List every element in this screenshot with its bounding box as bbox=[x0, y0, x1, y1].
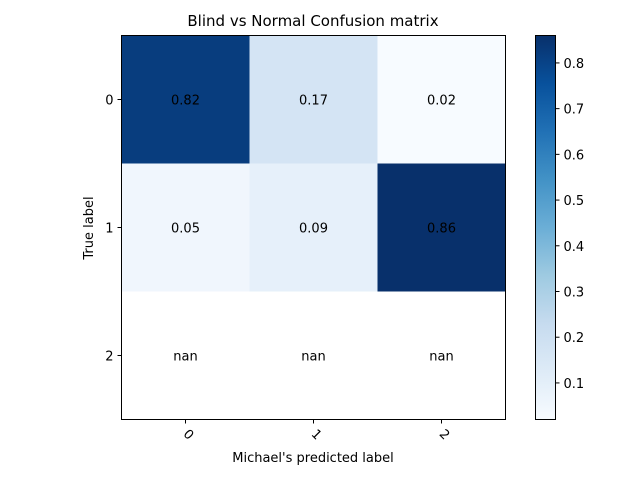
colorbar-tick-label: 0.6 bbox=[564, 148, 585, 163]
colorbar-ticks: 0.1 0.2 0.3 0.4 0.5 0.6 0.7 0.8 bbox=[555, 57, 585, 392]
cell-value-label: nan bbox=[173, 350, 197, 365]
cell-value-label: 0.82 bbox=[171, 94, 200, 109]
cell-value-label: nan bbox=[429, 350, 453, 365]
heatmap-cells bbox=[121, 35, 506, 420]
x-tick-label: 1 bbox=[308, 427, 324, 443]
y-tick-label: 1 bbox=[105, 222, 113, 237]
colorbar-tick-label: 0.1 bbox=[564, 377, 585, 392]
cell-value-label: nan bbox=[301, 350, 325, 365]
y-tick-label: 0 bbox=[105, 94, 113, 109]
colorbar-tick-label: 0.8 bbox=[564, 57, 585, 72]
cell-value-label: 0.86 bbox=[427, 222, 456, 237]
heatmap-cell bbox=[121, 291, 250, 420]
cell-value-label: 0.09 bbox=[299, 222, 328, 237]
cell-value-label: 0.17 bbox=[299, 94, 328, 109]
heatmap-cell bbox=[249, 163, 378, 292]
y-tick-label: 2 bbox=[105, 350, 113, 365]
y-axis-label: True label bbox=[82, 196, 97, 260]
heatmap-cell bbox=[249, 35, 378, 164]
colorbar-tick-label: 0.5 bbox=[564, 194, 585, 209]
x-tick-label: 0 bbox=[180, 427, 196, 443]
chart-title: Blind vs Normal Confusion matrix bbox=[187, 12, 438, 30]
cell-value-label: 0.05 bbox=[171, 222, 200, 237]
colorbar-tick-label: 0.2 bbox=[564, 331, 585, 346]
colorbar-tick-label: 0.7 bbox=[564, 103, 585, 118]
heatmap-cell bbox=[121, 35, 250, 164]
heatmap-cell bbox=[377, 163, 506, 292]
heatmap-cell-labels: 0.82 0.17 0.02 0.05 0.09 0.86 nan nan nan bbox=[171, 94, 456, 365]
heatmap-cell bbox=[377, 35, 506, 164]
x-axis-ticks: 0 1 2 bbox=[180, 419, 452, 443]
y-axis-ticks: 0 1 2 bbox=[105, 94, 122, 365]
cell-value-label: 0.02 bbox=[427, 94, 456, 109]
colorbar bbox=[535, 35, 556, 420]
heatmap-cell bbox=[377, 291, 506, 420]
colorbar-tick-label: 0.4 bbox=[564, 240, 585, 255]
x-tick-label: 2 bbox=[436, 427, 452, 443]
x-axis-label: Michael's predicted label bbox=[232, 451, 394, 466]
heatmap-cell bbox=[249, 291, 378, 420]
heatmap-cell bbox=[121, 163, 250, 292]
colorbar-tick-label: 0.3 bbox=[564, 286, 585, 301]
